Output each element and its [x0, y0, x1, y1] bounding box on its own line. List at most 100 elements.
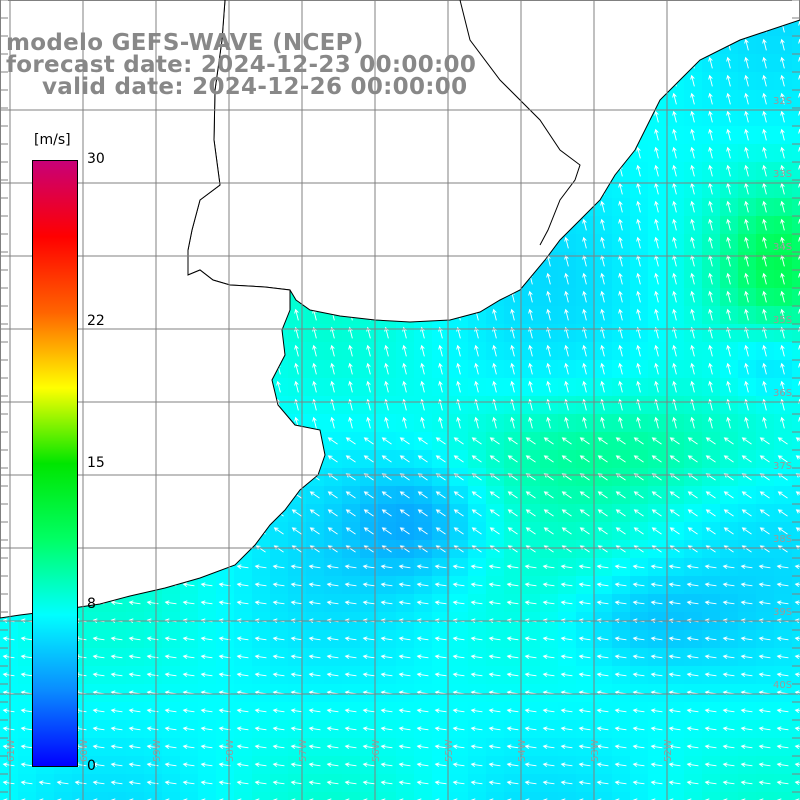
wind-arrow: [416, 780, 429, 785]
wind-arrow: [690, 74, 695, 87]
wind-arrow: [614, 600, 627, 605]
wind-arrow: [308, 780, 321, 785]
wind-arrow: [110, 798, 116, 800]
wind-arrow: [348, 416, 353, 429]
wind-arrow: [290, 636, 303, 641]
wind-arrow: [542, 636, 555, 641]
wind-arrow: [380, 564, 393, 569]
wind-cell: [792, 648, 800, 667]
wind-arrow: [146, 726, 159, 731]
wind-arrow: [650, 636, 663, 641]
wind-arrow: [384, 416, 389, 429]
wind-arrow: [362, 600, 375, 605]
wind-cell: [792, 756, 800, 775]
wind-arrow: [506, 564, 519, 569]
wind-arrow: [308, 636, 321, 641]
wind-arrow: [380, 708, 393, 713]
wind-arrow: [597, 437, 608, 445]
wind-arrow: [506, 762, 519, 767]
wind-arrow: [542, 780, 555, 785]
wind-arrow: [618, 380, 623, 393]
wind-arrow: [687, 437, 698, 445]
wind-arrow: [489, 509, 500, 517]
wind-arrow: [794, 726, 800, 731]
longitude-label: 59W: [152, 739, 163, 762]
wind-arrow: [762, 146, 767, 159]
wind-cell: [792, 504, 800, 523]
latitude-label: 35S: [773, 315, 792, 326]
wind-arrow: [546, 380, 551, 393]
wind-arrow: [326, 564, 339, 569]
wind-arrow: [528, 362, 533, 375]
wind-cell: [792, 774, 800, 793]
wind-arrow: [435, 455, 446, 463]
wind-arrow: [582, 416, 587, 429]
wind-cell: [18, 792, 37, 800]
wind-arrow: [384, 362, 389, 375]
wind-arrow: [380, 744, 393, 749]
wind-arrow: [654, 308, 659, 321]
wind-arrow: [146, 708, 159, 713]
wind-arrow: [578, 744, 591, 749]
wind-arrow: [402, 380, 407, 393]
wind-arrow: [762, 110, 767, 123]
wind-arrow: [38, 798, 44, 800]
wind-arrow: [614, 654, 627, 659]
wind-cell: [792, 252, 800, 271]
wind-cell: [180, 792, 199, 800]
wind-arrow: [636, 380, 641, 393]
wind-arrow: [543, 437, 554, 445]
wind-arrow: [327, 509, 338, 517]
wind-arrow: [308, 744, 321, 749]
wind-arrow: [525, 455, 536, 463]
wind-arrow: [366, 416, 371, 429]
wind-arrow: [146, 780, 159, 785]
wind-cell: [792, 702, 800, 721]
wind-arrow: [506, 600, 519, 605]
grid-labels: 61W 60W 59W 58W 57W 56W 55W 54W 53W 52W 32S 33S 34S 3…: [6, 96, 792, 762]
wind-cell: [792, 180, 800, 199]
wind-cell: [684, 792, 703, 800]
wind-arrow: [777, 437, 788, 445]
wind-arrow: [470, 726, 483, 731]
wind-cell: [666, 792, 685, 800]
wind-cell: [792, 234, 800, 253]
wind-arrow: [596, 636, 609, 641]
wind-cell: [702, 792, 721, 800]
wind-arrow: [726, 218, 731, 231]
wind-arrow: [762, 344, 767, 357]
wind-arrow: [632, 600, 645, 605]
wind-arrow: [686, 726, 699, 731]
wind-arrow: [618, 272, 623, 285]
wind-cell: [612, 792, 631, 800]
wind-arrow: [740, 600, 753, 605]
wind-arrow: [546, 416, 551, 429]
wind-arrow: [492, 362, 497, 375]
wind-arrow: [524, 744, 537, 749]
wind-arrow: [632, 744, 645, 749]
wind-cell: [270, 792, 289, 800]
wind-arrow: [363, 527, 374, 535]
wind-arrow: [398, 564, 411, 569]
wind-arrow: [654, 128, 659, 141]
wind-arrow: [528, 416, 533, 429]
wind-arrow: [578, 798, 584, 800]
uruguay-border: [459, 0, 581, 246]
wind-arrow: [344, 564, 357, 569]
wind-arrow: [722, 780, 735, 785]
wind-arrow: [795, 437, 800, 442]
wind-arrow: [416, 582, 429, 587]
wind-arrow: [596, 564, 609, 569]
wind-arrow: [579, 455, 590, 463]
wind-arrow: [582, 272, 587, 285]
wind-arrow: [636, 218, 641, 231]
wind-arrow: [722, 708, 735, 713]
wind-arrow: [633, 491, 644, 499]
wind-arrow: [92, 708, 105, 713]
wind-arrow: [579, 527, 590, 535]
wind-arrow: [470, 780, 483, 785]
wind-cell: [792, 792, 800, 800]
wind-arrow: [524, 708, 537, 713]
wind-cell: [432, 792, 451, 800]
